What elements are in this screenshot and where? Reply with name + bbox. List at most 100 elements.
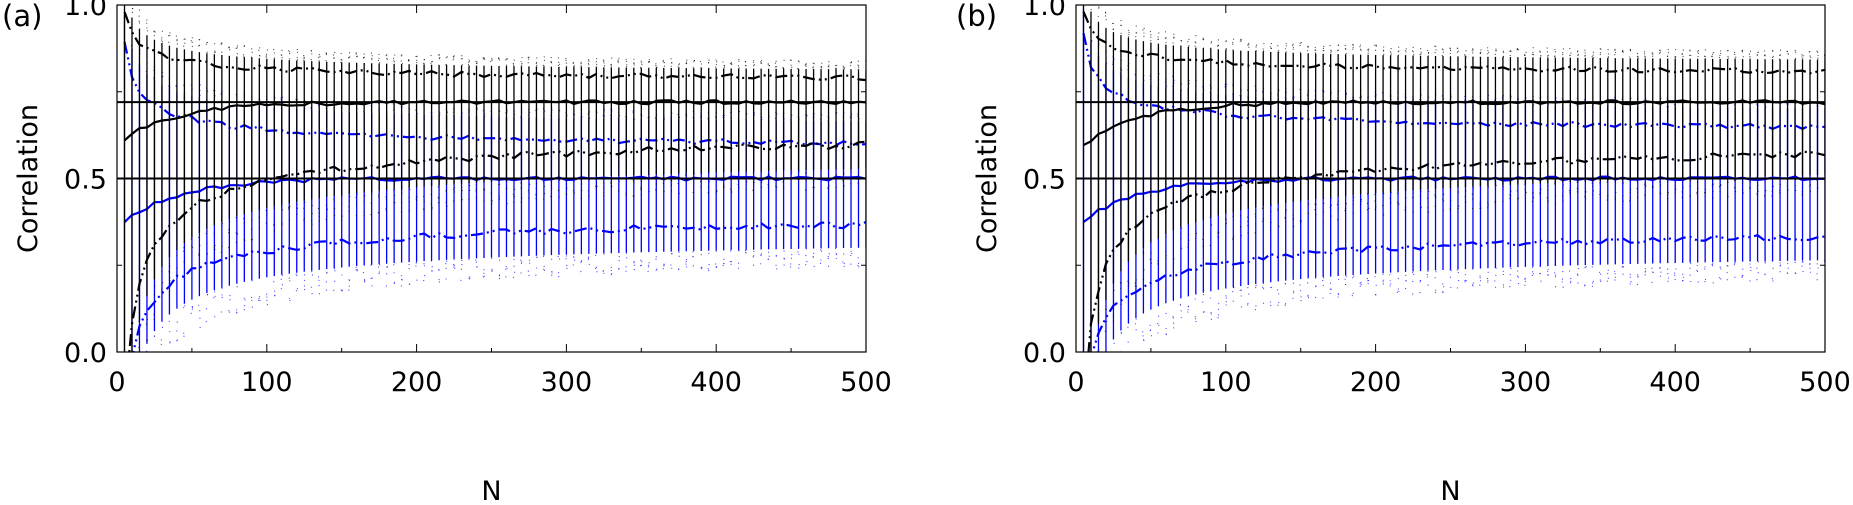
outlier-point [349,195,351,197]
outlier-point [1336,203,1339,206]
outlier-point [520,272,522,274]
outlier-point [1293,225,1295,228]
outlier-point [835,68,837,70]
outlier-point [1636,56,1639,58]
outlier-point [333,198,335,200]
outlier-point [663,62,665,64]
x-tick-label: 300 [541,367,593,398]
outlier-point [828,185,830,187]
outlier-point [1173,33,1175,35]
outlier-point [408,201,410,203]
x-tick-label: 200 [1350,367,1402,398]
outlier-point [431,206,433,208]
outlier-point [1585,197,1587,200]
outlier-point [1809,183,1812,186]
outlier-point [1524,284,1526,286]
upper-quantile-line [123,11,866,82]
outlier-point [453,57,455,59]
outlier-point [1681,191,1683,193]
outlier-point [1428,190,1430,193]
outlier-point [1337,200,1339,203]
outlier-point [677,66,679,68]
outlier-point [184,38,186,40]
outlier-point [1367,52,1369,54]
outlier-point [1681,197,1683,199]
outlier-point [655,256,657,258]
outlier-point [468,60,471,62]
outlier-point [273,57,276,60]
outlier-point [1239,289,1241,291]
outlier-point [132,404,133,405]
outlier-point [363,53,365,55]
outlier-point [1659,184,1662,186]
outlier-point [700,186,702,188]
outlier-point [287,206,290,208]
outlier-point [543,185,546,187]
outlier-point [641,62,643,64]
outlier-point [791,171,793,173]
outlier-point [475,188,477,190]
outlier-point [1143,339,1145,341]
outlier-point [311,293,313,295]
outlier-point [1742,192,1744,194]
outlier-point [1495,185,1497,187]
outlier-point [670,58,672,60]
outlier-point [1337,219,1339,221]
outlier-point [341,195,343,197]
outlier-point [1584,196,1586,198]
outlier-point [752,264,755,266]
outlier-point [1375,294,1377,296]
outlier-point [146,318,149,321]
outlier-point [1113,365,1114,366]
outlier-point [1816,279,1818,281]
outlier-point [1434,194,1436,196]
outlier-point [1741,276,1743,278]
outlier-point [1562,48,1564,50]
outlier-point [154,31,156,33]
outlier-point [490,192,492,194]
x-axis-label: N [481,476,501,505]
outlier-point [452,263,455,266]
outlier-point [1651,55,1654,57]
outlier-point [1300,296,1302,298]
outlier-point [1727,196,1729,198]
outlier-point [1599,271,1601,273]
outlier-point [663,179,666,181]
outlier-point [1524,277,1526,280]
outlier-point [513,201,515,204]
outlier-point [311,204,313,207]
outlier-point [422,208,425,210]
outlier-point [206,42,208,44]
outlier-point [1157,38,1159,41]
outlier-point [685,179,687,181]
outlier-point [595,61,597,63]
outlier-point [1442,283,1444,285]
outlier-point [1517,197,1520,199]
outlier-point [625,193,627,195]
outlier-point [655,66,658,69]
outlier-point [317,276,320,278]
outlier-point [1389,280,1391,282]
outlier-point [1368,207,1370,209]
outlier-point [1592,280,1595,282]
outlier-point [1682,276,1685,278]
outlier-point [191,45,194,48]
outlier-point [1383,53,1385,55]
outlier-point [273,48,275,51]
outlier-point [858,266,860,268]
outlier-point [1172,237,1175,239]
outlier-point [648,262,650,264]
x-tick-label: 500 [1799,367,1851,398]
outlier-point [1150,252,1152,254]
outlier-point [1104,15,1107,17]
outlier-point [1405,287,1407,290]
outlier-point [1419,53,1421,56]
outlier-point [1104,11,1107,13]
outlier-point [416,196,418,198]
outlier-point [1644,182,1646,184]
outlier-point [850,183,852,185]
outlier-point [1367,279,1370,282]
outlier-point [1464,281,1466,283]
outlier-point [550,181,552,183]
outlier-point [626,60,628,63]
